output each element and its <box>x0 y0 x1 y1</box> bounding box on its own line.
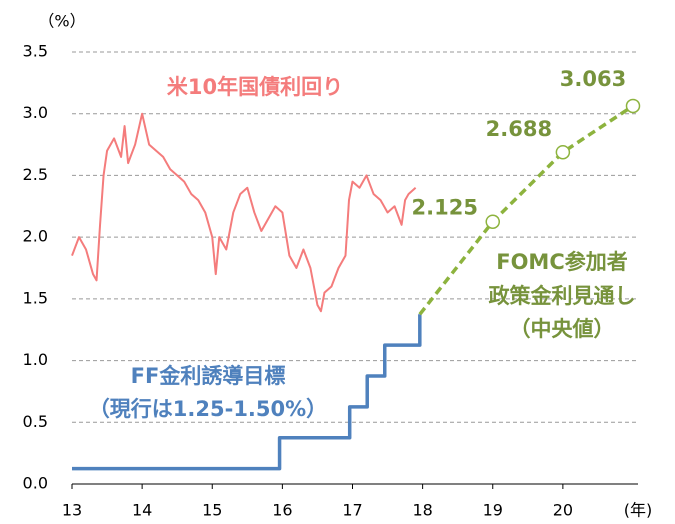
series-label: FF金利誘導目標 <box>131 364 286 388</box>
x-tick-label: 13 <box>62 501 82 520</box>
y-tick-label: 2.0 <box>23 227 48 246</box>
y-tick-label: 3.0 <box>23 103 48 122</box>
x-tick-label: 19 <box>483 501 503 520</box>
projection-marker <box>555 144 571 160</box>
x-axis-label: (年) <box>624 501 653 520</box>
y-tick-label: 1.0 <box>23 350 48 369</box>
series-label: FOMC参加者 <box>496 250 628 274</box>
y-tick-label: 2.5 <box>23 165 48 184</box>
data-label: 2.688 <box>486 117 552 141</box>
data-label: 2.125 <box>412 196 478 220</box>
annotation: 政策金利見通し <box>489 284 636 308</box>
x-tick-label: 17 <box>342 501 362 520</box>
y-axis-label: （%） <box>38 12 85 31</box>
x-tick-label: 16 <box>272 501 292 520</box>
series-line <box>418 104 634 316</box>
series-line <box>72 314 422 471</box>
series-line <box>71 112 417 313</box>
data-label: 3.063 <box>560 67 626 91</box>
series-label: 米10年国債利回り <box>167 75 343 99</box>
y-tick-label: 0.0 <box>23 474 48 493</box>
x-tick-label: 18 <box>412 501 432 520</box>
projection-marker <box>485 214 500 229</box>
x-tick-label: 20 <box>553 501 573 520</box>
x-tick-label: 15 <box>202 501 222 520</box>
y-tick-label: 3.5 <box>23 42 48 61</box>
annotation: （現行は1.25-1.50%） <box>89 397 327 421</box>
projection-marker <box>625 98 641 114</box>
y-tick-label: 1.5 <box>23 288 48 307</box>
x-tick-label: 14 <box>132 501 152 520</box>
y-tick-label: 0.5 <box>23 412 48 431</box>
annotation: （中央値） <box>510 317 615 341</box>
